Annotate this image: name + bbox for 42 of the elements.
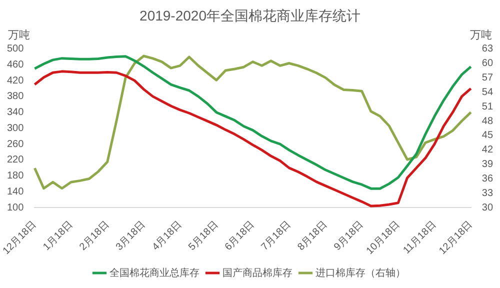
y-tick-label: 500 bbox=[6, 44, 24, 55]
x-tick-label: 11月18日 bbox=[401, 219, 439, 256]
x-tick-label: 9月18日 bbox=[332, 219, 366, 253]
y2-tick-label: 39 bbox=[482, 159, 494, 170]
y-tick-label: 100 bbox=[6, 202, 24, 214]
x-tick-label: 8月18日 bbox=[296, 219, 330, 253]
legend-label: 全国棉花商业总库存 bbox=[110, 266, 200, 279]
y-tick-label: 220 bbox=[6, 154, 24, 166]
x-tick-label: 5月18日 bbox=[186, 219, 220, 253]
y-tick-label: 340 bbox=[6, 107, 24, 118]
y2-tick-label: 63 bbox=[482, 44, 494, 55]
chart-title: 2019-2020年全国棉花商业库存统计 bbox=[140, 7, 360, 24]
y2-tick-label: 57 bbox=[482, 72, 494, 84]
y-axis-title: 万吨 bbox=[8, 28, 30, 42]
y2-tick-label: 30 bbox=[482, 202, 494, 214]
legend-label: 国产商品棉库存 bbox=[222, 266, 292, 279]
y2-tick-label: 42 bbox=[482, 144, 494, 156]
x-tick-label: 3月18日 bbox=[114, 219, 148, 253]
y2-tick-label: 60 bbox=[482, 58, 494, 69]
y-tick-label: 420 bbox=[6, 75, 24, 86]
y2-tick-label: 51 bbox=[482, 101, 494, 112]
y-tick-label: 260 bbox=[6, 138, 24, 150]
x-tick-label: 12月18日 bbox=[437, 219, 475, 257]
y-tick-label: 140 bbox=[6, 186, 24, 198]
y-tick-label: 460 bbox=[6, 59, 24, 70]
y2-axis-title: 万吨 bbox=[470, 28, 492, 42]
x-tick-label: 6月18日 bbox=[223, 219, 257, 253]
y2-tick-label: 36 bbox=[482, 174, 494, 185]
y2-tick-label: 45 bbox=[482, 130, 494, 142]
x-tick-label: 2月18日 bbox=[78, 219, 112, 253]
x-tick-label: 1月18日 bbox=[41, 219, 76, 253]
y2-tick-label: 54 bbox=[482, 86, 494, 98]
x-tick-label: 4月18日 bbox=[150, 219, 184, 253]
y2-tick-label: 48 bbox=[482, 116, 494, 127]
y-tick-label: 380 bbox=[6, 91, 24, 102]
legend-label: 进口棉库存（右轴） bbox=[316, 266, 406, 279]
y2-tick-label: 33 bbox=[482, 188, 494, 199]
y-tick-label: 300 bbox=[6, 122, 24, 134]
x-tick-label: 7月18日 bbox=[259, 219, 294, 253]
x-tick-label: 10月18日 bbox=[364, 219, 402, 257]
x-tick-label: 12月18日 bbox=[1, 219, 39, 257]
y-tick-label: 180 bbox=[6, 170, 24, 182]
